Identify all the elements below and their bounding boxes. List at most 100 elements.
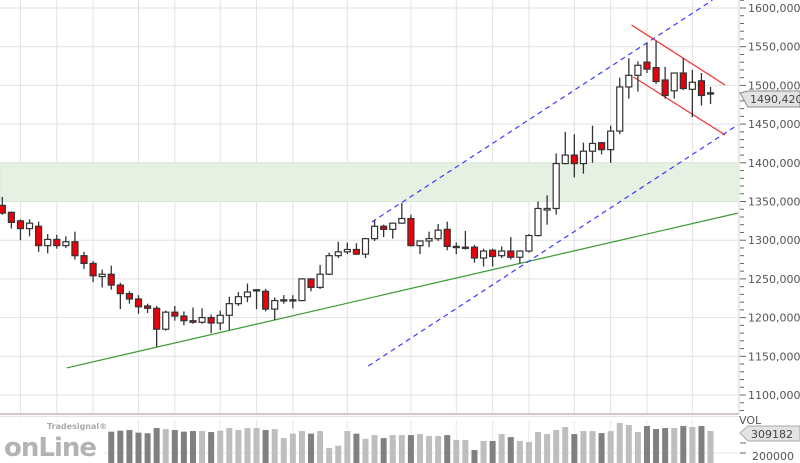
- last-price-label: 1490,4200: [750, 93, 800, 106]
- candle-body: [307, 278, 315, 289]
- volume-bar: [180, 431, 187, 463]
- candle-body: [579, 150, 588, 165]
- candle-body: [552, 162, 560, 210]
- y-tick-label: 1200,0000: [748, 312, 800, 325]
- grid: [0, 0, 740, 463]
- volume-bar: [253, 428, 260, 463]
- volume-bar: [562, 427, 569, 463]
- candle-body: [44, 238, 52, 247]
- candle: [35, 221, 43, 252]
- candle: [7, 211, 15, 229]
- candle: [489, 248, 497, 267]
- volume-bar: [616, 422, 623, 463]
- candle: [361, 237, 370, 259]
- candle: [561, 131, 569, 165]
- candle-body: [25, 222, 34, 230]
- candle: [107, 265, 115, 290]
- volume-bar: [607, 431, 614, 463]
- candle: [552, 153, 560, 215]
- volume-bar: [217, 430, 224, 463]
- candle: [252, 288, 261, 310]
- candle: [243, 283, 252, 303]
- volume-bar: [226, 428, 233, 463]
- candle-body: [679, 72, 687, 90]
- candle: [389, 222, 397, 239]
- candle-body: [625, 74, 633, 88]
- volume-bar: [598, 433, 605, 463]
- candle-body: [225, 303, 233, 316]
- candles: [0, 41, 715, 348]
- volume-bar: [126, 430, 133, 463]
- candle: [525, 234, 533, 253]
- volume-bar: [353, 433, 360, 463]
- volume-bars: [108, 422, 714, 463]
- candle-body: [570, 154, 578, 165]
- candle-body: [343, 248, 351, 253]
- candle: [688, 69, 696, 118]
- volume-bar: [144, 433, 151, 463]
- volume-bar: [208, 432, 215, 463]
- candle: [125, 291, 134, 304]
- candle: [588, 125, 597, 163]
- volume-bar: [262, 430, 269, 463]
- candle-body: [407, 217, 415, 247]
- channel-upper-line: [371, 0, 713, 223]
- candle: [116, 282, 124, 310]
- candle-body: [334, 251, 342, 257]
- volume-bar: [480, 440, 487, 463]
- volume-tick: 200000: [752, 450, 794, 463]
- volume-bar: [135, 432, 142, 463]
- flag-upper-line: [631, 24, 726, 86]
- candle: [162, 310, 170, 331]
- logo-big-text: onLine: [4, 433, 97, 463]
- volume-bar: [625, 425, 632, 463]
- volume-bar: [117, 430, 124, 463]
- candle: [89, 261, 97, 282]
- volume-bar: [589, 431, 596, 463]
- candle: [452, 242, 460, 255]
- candle: [461, 230, 469, 250]
- candle-body: [370, 225, 379, 240]
- candle: [479, 248, 488, 267]
- volume-bar: [662, 428, 669, 463]
- volume-bar: [553, 430, 560, 463]
- candle: [62, 236, 70, 248]
- candle-body: [461, 246, 469, 249]
- candle-body: [479, 250, 488, 259]
- candle-body: [389, 222, 397, 230]
- volume-bar: [453, 439, 460, 463]
- candle: [143, 303, 152, 313]
- volume-bar: [707, 431, 714, 463]
- candle: [643, 42, 651, 74]
- volume-bar: [317, 431, 324, 463]
- candle: [697, 73, 706, 106]
- candle-body: [107, 273, 115, 286]
- candle: [706, 86, 715, 104]
- candle-body: [597, 142, 606, 151]
- candle-body: [525, 234, 533, 252]
- volume-bar: [634, 432, 641, 463]
- candle-body: [561, 154, 569, 165]
- candle-body: [670, 72, 678, 92]
- candle-body: [498, 250, 506, 257]
- volume-bar: [671, 428, 678, 463]
- candle: [198, 308, 206, 324]
- volume-bar: [571, 434, 578, 463]
- candle-body: [697, 80, 706, 97]
- candle: [407, 214, 415, 247]
- volume-bar: [371, 435, 378, 463]
- y-tick-label: 1100,0000: [748, 389, 800, 402]
- candle-body: [80, 255, 88, 265]
- trendline-line: [66, 212, 738, 369]
- candle: [597, 141, 606, 155]
- candle: [370, 220, 379, 241]
- candle-body: [634, 64, 642, 76]
- candle: [316, 264, 324, 289]
- candle-body: [189, 320, 197, 323]
- volume-bar: [235, 430, 242, 463]
- candle-body: [507, 250, 515, 258]
- y-tick-label: 1500,0000: [748, 79, 800, 92]
- candle: [171, 305, 179, 321]
- volume-bar: [653, 429, 660, 463]
